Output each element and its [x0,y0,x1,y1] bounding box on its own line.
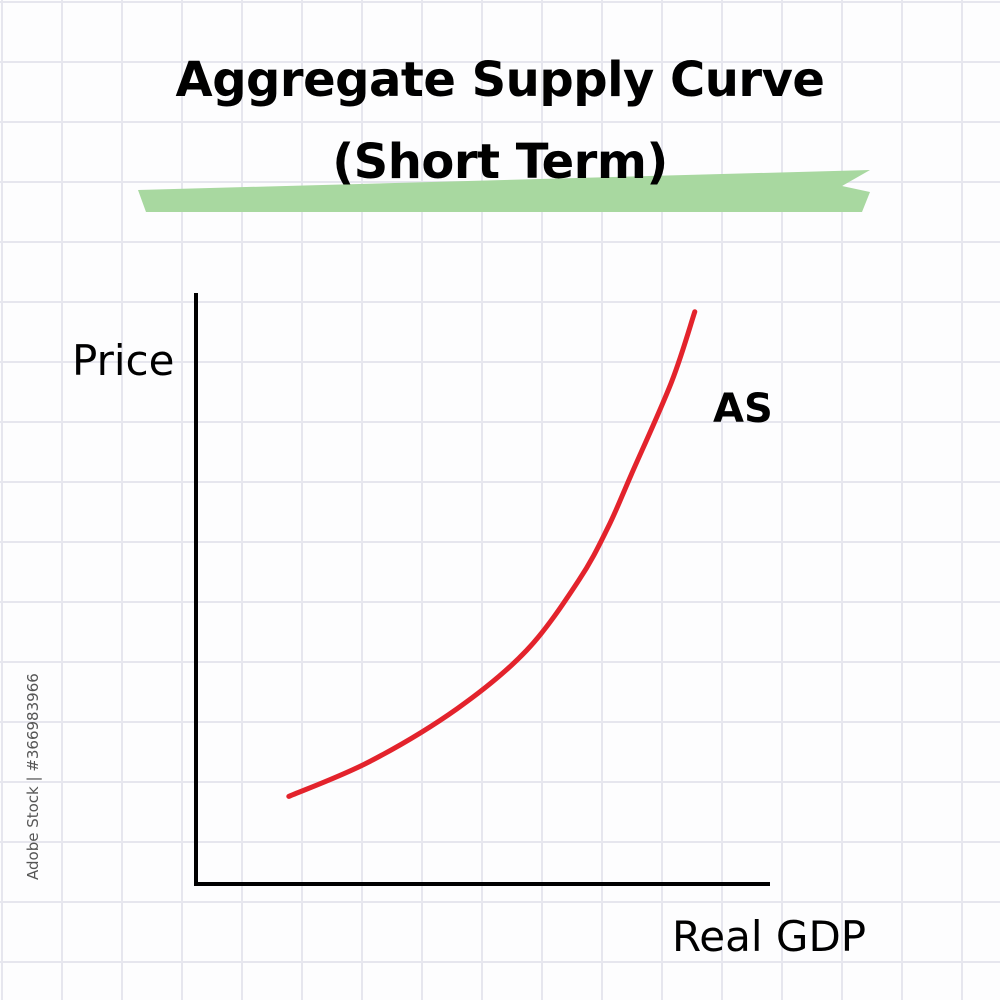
y-axis-label: Price [72,336,175,385]
diagram-subtitle: (Short Term) [332,134,668,190]
stock-id-watermark: Adobe Stock | #366983966 [24,673,42,880]
x-axis-label: Real GDP [672,912,867,961]
diagram-title: Aggregate Supply Curve [175,52,825,108]
as-curve-line [286,309,698,799]
curve-label-as: AS [713,386,773,432]
